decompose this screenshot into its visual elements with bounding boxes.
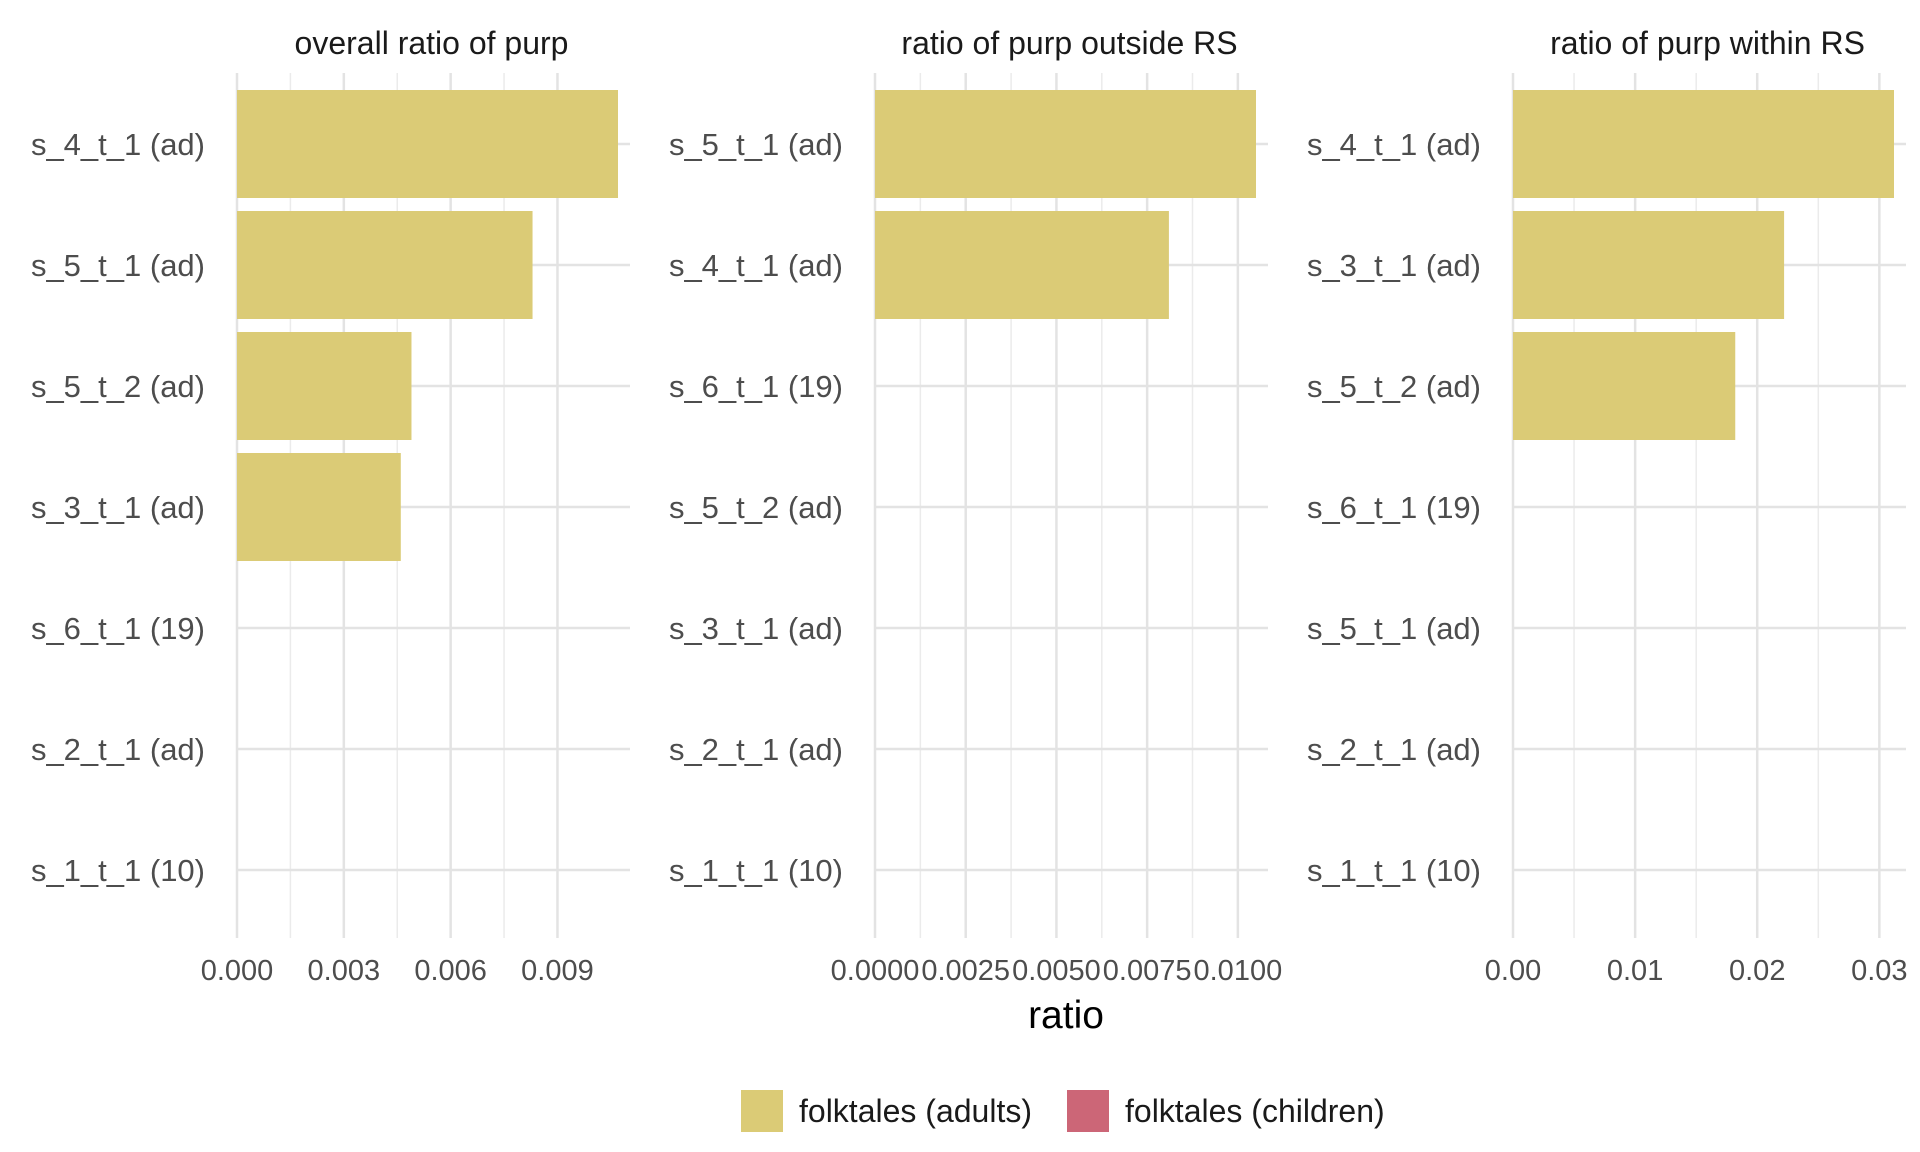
x-tick-label: 0.0075 [1103, 955, 1192, 987]
x-tick-label: 0.02 [1729, 955, 1785, 987]
bar [875, 211, 1169, 319]
x-tick-label: 0.0000 [831, 955, 920, 987]
category-label: s_5_t_1 (ad) [669, 127, 843, 162]
category-label: s_3_t_1 (ad) [1307, 248, 1481, 283]
panel-title: overall ratio of purp [295, 25, 569, 61]
x-tick-label: 0.003 [308, 955, 381, 987]
category-label: s_5_t_2 (ad) [1307, 369, 1481, 404]
category-label: s_5_t_1 (ad) [31, 248, 205, 283]
legend-swatch [741, 1090, 783, 1132]
bar [875, 90, 1256, 198]
x-tick-label: 0.01 [1607, 955, 1663, 987]
x-tick-label: 0.009 [521, 955, 594, 987]
category-label: s_5_t_2 (ad) [669, 490, 843, 525]
category-label: s_3_t_1 (ad) [669, 611, 843, 646]
category-label: s_6_t_1 (19) [1307, 490, 1481, 525]
category-label: s_1_t_1 (10) [1307, 853, 1481, 888]
bar [237, 211, 533, 319]
x-tick-label: 0.00 [1485, 955, 1541, 987]
legend-swatch [1067, 1090, 1109, 1132]
category-label: s_5_t_2 (ad) [31, 369, 205, 404]
category-label: s_4_t_1 (ad) [669, 248, 843, 283]
category-label: s_6_t_1 (19) [669, 369, 843, 404]
category-label: s_5_t_1 (ad) [1307, 611, 1481, 646]
x-tick-label: 0.0050 [1012, 955, 1101, 987]
bar [237, 453, 401, 561]
category-label: s_2_t_1 (ad) [31, 732, 205, 767]
category-label: s_2_t_1 (ad) [1307, 732, 1481, 767]
category-label: s_3_t_1 (ad) [31, 490, 205, 525]
x-tick-label: 0.006 [414, 955, 487, 987]
bar [237, 332, 412, 440]
category-label: s_1_t_1 (10) [669, 853, 843, 888]
legend-label: folktales (adults) [799, 1093, 1032, 1129]
panel-title: ratio of purp outside RS [901, 25, 1237, 61]
category-label: s_4_t_1 (ad) [31, 127, 205, 162]
bar [1513, 211, 1785, 319]
x-tick-label: 0.0100 [1194, 955, 1283, 987]
panel-title: ratio of purp within RS [1550, 25, 1865, 61]
x-tick-label: 0.000 [201, 955, 274, 987]
x-axis-title: ratio [1028, 994, 1104, 1037]
category-label: s_2_t_1 (ad) [669, 732, 843, 767]
bar [1513, 90, 1894, 198]
category-label: s_1_t_1 (10) [31, 853, 205, 888]
x-tick-label: 0.03 [1851, 955, 1907, 987]
category-label: s_6_t_1 (19) [31, 611, 205, 646]
legend-label: folktales (children) [1125, 1093, 1385, 1129]
category-label: s_4_t_1 (ad) [1307, 127, 1481, 162]
x-tick-label: 0.0025 [921, 955, 1010, 987]
bar [1513, 332, 1736, 440]
bar [237, 90, 618, 198]
